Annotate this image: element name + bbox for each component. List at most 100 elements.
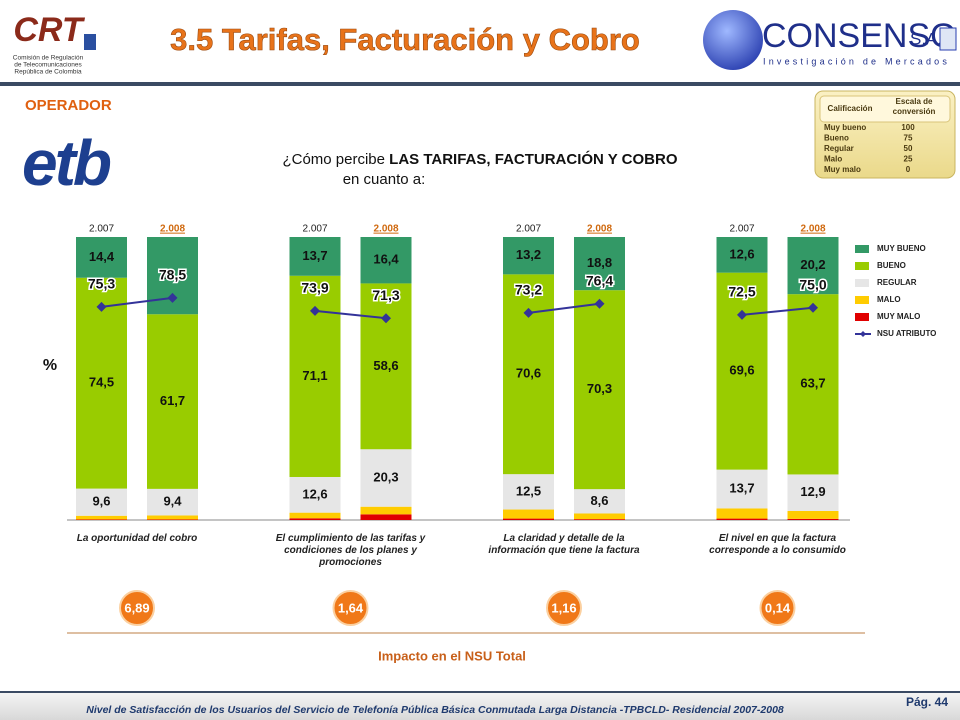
operator-logo: etb (22, 127, 111, 199)
nsu-marker (808, 302, 818, 313)
page-number: Pág. 44 (906, 695, 948, 709)
data-label: 13,7 (302, 248, 327, 263)
legend-label: NSU ATRIBUTO (877, 329, 936, 338)
impact-title: Impacto en el NSU Total (378, 648, 526, 663)
conv-cell: 75 (904, 134, 913, 143)
bar-segment (574, 513, 625, 520)
data-label: 70,3 (587, 381, 612, 396)
bar-segment (147, 488, 198, 516)
data-label: 58,6 (373, 358, 398, 373)
legend-swatch (855, 279, 869, 287)
x-tick-label: 2.008 (160, 224, 185, 235)
impact-value: 6,89 (124, 600, 149, 615)
group-label-box: La claridad y detalle de la información … (488, 533, 639, 556)
data-label: 9,6 (92, 494, 110, 509)
x-tick-label: 2.008 (587, 224, 612, 235)
crt-line: Comisión de Regulación (13, 55, 84, 62)
data-label: 61,7 (160, 393, 185, 408)
y-axis-label: % (43, 357, 57, 374)
bar-segment (574, 519, 625, 520)
impact-badge (119, 590, 155, 626)
data-label: 16,4 (373, 252, 399, 267)
consenso-icon (939, 27, 957, 51)
conv-header-fo: Escala de conversión (892, 97, 936, 116)
data-label: 74,5 (89, 375, 114, 390)
nsu-label: 75,0 (799, 276, 826, 292)
data-label: 71,1 (302, 368, 327, 383)
conv-cell: Malo (824, 155, 842, 164)
bar-segment (147, 314, 198, 489)
bar-segment (787, 237, 839, 295)
nsu-label: 75,3 (88, 276, 115, 292)
legend-marker (860, 331, 866, 337)
conv-cell: Bueno (824, 134, 849, 143)
impact-badge (546, 590, 582, 626)
bar-segment (503, 274, 554, 475)
conv-header: Escala de conversión (892, 97, 936, 116)
bar-segment (503, 509, 554, 519)
conversion-rows: Calificación Escala de conversión Muy buen… (824, 97, 936, 174)
bar-segment (503, 518, 554, 520)
nsu-line (314, 309, 387, 320)
consenso-sa: S.A. (910, 29, 942, 48)
legend-label: REGULAR (877, 278, 917, 287)
nsu-line (101, 296, 173, 308)
group-label: La oportunidad del cobro (76, 533, 198, 544)
bar-segment (716, 237, 768, 273)
x-tick-label: 2.007 (302, 224, 327, 235)
nsu-line (741, 306, 814, 316)
group-label-box: El nivel en que la factura corresponde a… (709, 533, 846, 556)
bar-segment (360, 449, 412, 507)
bar-segment (76, 488, 127, 516)
bar-segment (574, 489, 625, 514)
consenso-globe (703, 10, 763, 70)
data-label: 18,8 (587, 255, 612, 270)
conv-cell: 100 (901, 123, 915, 132)
bar-segment (787, 294, 839, 475)
bar-segment (360, 237, 412, 284)
conv-header: Calificación (828, 104, 873, 113)
conversion-header (819, 95, 951, 123)
conv-cell: 25 (904, 155, 913, 164)
data-label: 13,2 (516, 247, 541, 262)
nsu-label: 78,5 (159, 267, 186, 283)
legend-swatch (855, 313, 869, 321)
slide-title: 3.5 Tarifas, Facturación y Cobro (170, 22, 640, 57)
crt-logo-box (84, 34, 96, 50)
crt-line: de Telecomunicaciones (14, 62, 82, 69)
footer-text: Nivel de Satisfacción de los Usuarios de… (86, 704, 784, 716)
nsu-marker (381, 313, 391, 324)
bar-segment (574, 290, 625, 490)
legend-swatch (855, 262, 869, 270)
nsu-label: 72,5 (728, 284, 755, 300)
nsu-marker (167, 292, 178, 303)
data-label: 27,3 (160, 267, 185, 282)
impact-value: 1,16 (551, 600, 576, 615)
impact-value: 0,14 (765, 600, 791, 615)
bar-segment (289, 512, 341, 519)
consenso-logo: CONSENSO (762, 17, 957, 55)
data-label: 14,4 (89, 249, 115, 264)
nsu-label: 73,9 (301, 280, 328, 296)
legend-swatch (855, 245, 869, 253)
bar-segment (360, 283, 412, 450)
data-label: 63,7 (800, 376, 825, 391)
bar-segment (716, 518, 768, 520)
bar-segment (76, 519, 127, 520)
data-label: 13,7 (729, 480, 754, 495)
consenso-tagline: Investigación de Mercados (763, 56, 950, 66)
bar-segment (76, 515, 127, 520)
conv-cell: 50 (904, 144, 913, 153)
data-label: 12,9 (800, 484, 825, 499)
impact-badge (759, 590, 796, 626)
conv-cell: Muy bueno (824, 123, 866, 132)
legend-label: MUY BUENO (877, 244, 926, 253)
impact-badge (332, 590, 369, 626)
nsu-line (528, 302, 600, 314)
crt-logo: CRT (13, 11, 85, 49)
legend-label: MALO (877, 295, 901, 304)
group-label: El nivel en que la factura corresponde a… (709, 533, 846, 556)
bar-segment (787, 518, 839, 520)
bar-segment (716, 272, 768, 470)
